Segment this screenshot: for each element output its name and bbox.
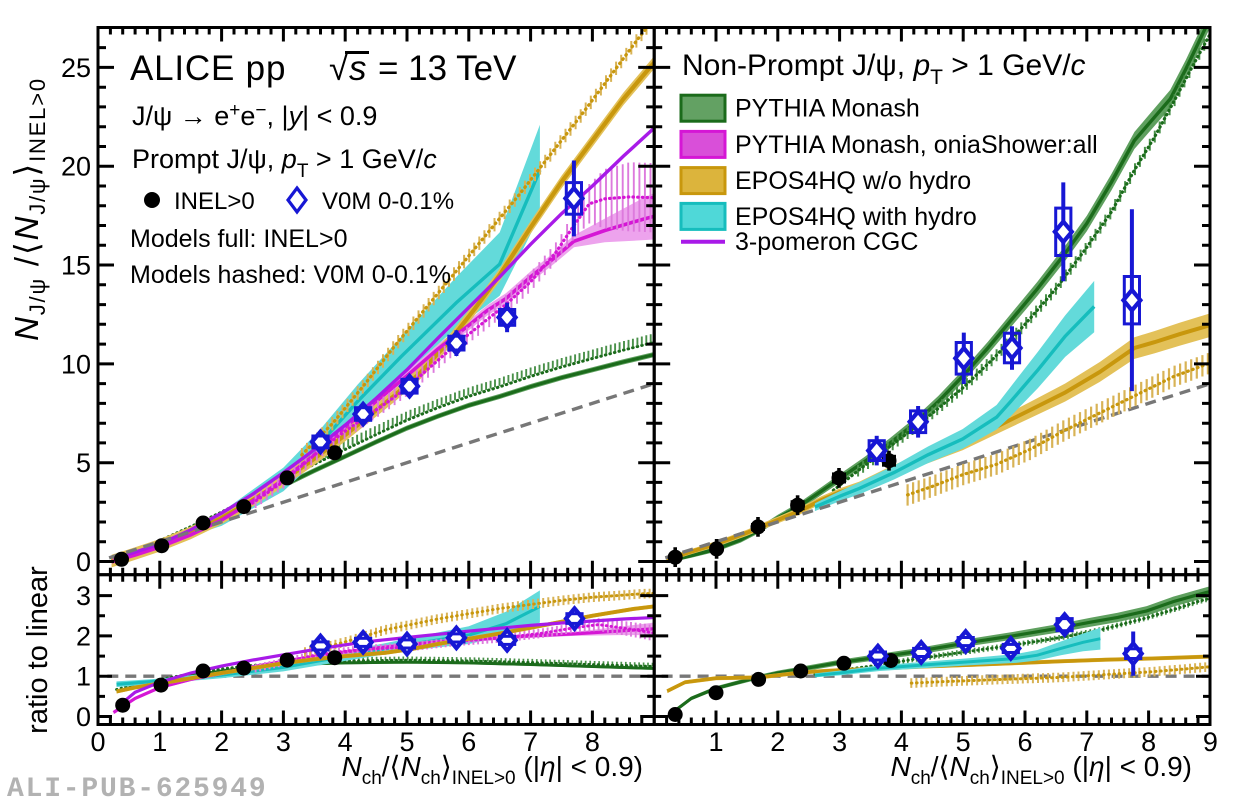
- svg-text:NJ/ψ /⟨NJ/ψ⟩INEL>0: NJ/ψ /⟨NJ/ψ⟩INEL>0: [8, 77, 50, 341]
- svg-text:1: 1: [76, 662, 91, 692]
- svg-text:PYTHIA Monash: PYTHIA Monash: [735, 95, 920, 123]
- svg-text:9: 9: [1203, 727, 1218, 757]
- svg-text:8: 8: [1141, 727, 1156, 757]
- svg-text:3-pomeron CGC: 3-pomeron CGC: [735, 228, 918, 256]
- svg-text:10: 10: [61, 349, 91, 379]
- svg-text:PYTHIA Monash, oniaShower:all: PYTHIA Monash, oniaShower:all: [735, 131, 1098, 159]
- svg-text:V0M 0-0.1%: V0M 0-0.1%: [322, 188, 454, 215]
- svg-text:5: 5: [399, 727, 414, 757]
- svg-text:5: 5: [956, 727, 971, 757]
- svg-text:√: √: [329, 49, 349, 88]
- svg-text:INEL>0: INEL>0: [174, 188, 255, 215]
- svg-text:EPOS4HQ with hydro: EPOS4HQ with hydro: [735, 203, 977, 231]
- svg-text:25: 25: [61, 53, 91, 83]
- svg-text:2: 2: [770, 727, 785, 757]
- svg-text:s: s: [349, 49, 367, 88]
- svg-text:7: 7: [1079, 727, 1094, 757]
- svg-text:1: 1: [152, 727, 167, 757]
- svg-text:4: 4: [338, 727, 353, 757]
- svg-text:Models full: INEL>0: Models full: INEL>0: [130, 225, 347, 253]
- svg-text:Nch/⟨Nch⟩INEL>0 (|η| < 0.9): Nch/⟨Nch⟩INEL>0 (|η| < 0.9): [341, 751, 643, 789]
- svg-text:5: 5: [76, 448, 91, 478]
- svg-text:8: 8: [585, 727, 600, 757]
- svg-text:J/ψ → e+e−, |y| < 0.9: J/ψ → e+e−, |y| < 0.9: [132, 100, 377, 131]
- svg-text:ratio to linear: ratio to linear: [22, 566, 54, 734]
- svg-text:0: 0: [76, 547, 91, 577]
- svg-text:ALICE pp: ALICE pp: [130, 49, 286, 88]
- svg-text:Models hashed: V0M 0-0.1%: Models hashed: V0M 0-0.1%: [130, 261, 451, 289]
- svg-text:3: 3: [832, 727, 847, 757]
- svg-text:7: 7: [523, 727, 538, 757]
- svg-text:1: 1: [708, 727, 723, 757]
- svg-text:3: 3: [276, 727, 291, 757]
- svg-text:ALI-PUB-625949: ALI-PUB-625949: [7, 774, 267, 802]
- svg-text:3: 3: [76, 581, 91, 611]
- svg-text:6: 6: [1017, 727, 1032, 757]
- svg-text:6: 6: [461, 727, 476, 757]
- svg-text:Nch/⟨Nch⟩INEL>0 (|η| < 0.9): Nch/⟨Nch⟩INEL>0 (|η| < 0.9): [890, 751, 1192, 789]
- svg-text:2: 2: [76, 621, 91, 651]
- svg-text:EPOS4HQ w/o hydro: EPOS4HQ w/o hydro: [735, 167, 971, 195]
- svg-text:0: 0: [76, 702, 91, 732]
- svg-text:15: 15: [61, 251, 91, 281]
- svg-text:2: 2: [214, 727, 229, 757]
- svg-text:0: 0: [90, 727, 105, 757]
- svg-text:20: 20: [61, 152, 91, 182]
- svg-text:= 13 TeV: = 13 TeV: [378, 49, 517, 88]
- svg-text:4: 4: [894, 727, 909, 757]
